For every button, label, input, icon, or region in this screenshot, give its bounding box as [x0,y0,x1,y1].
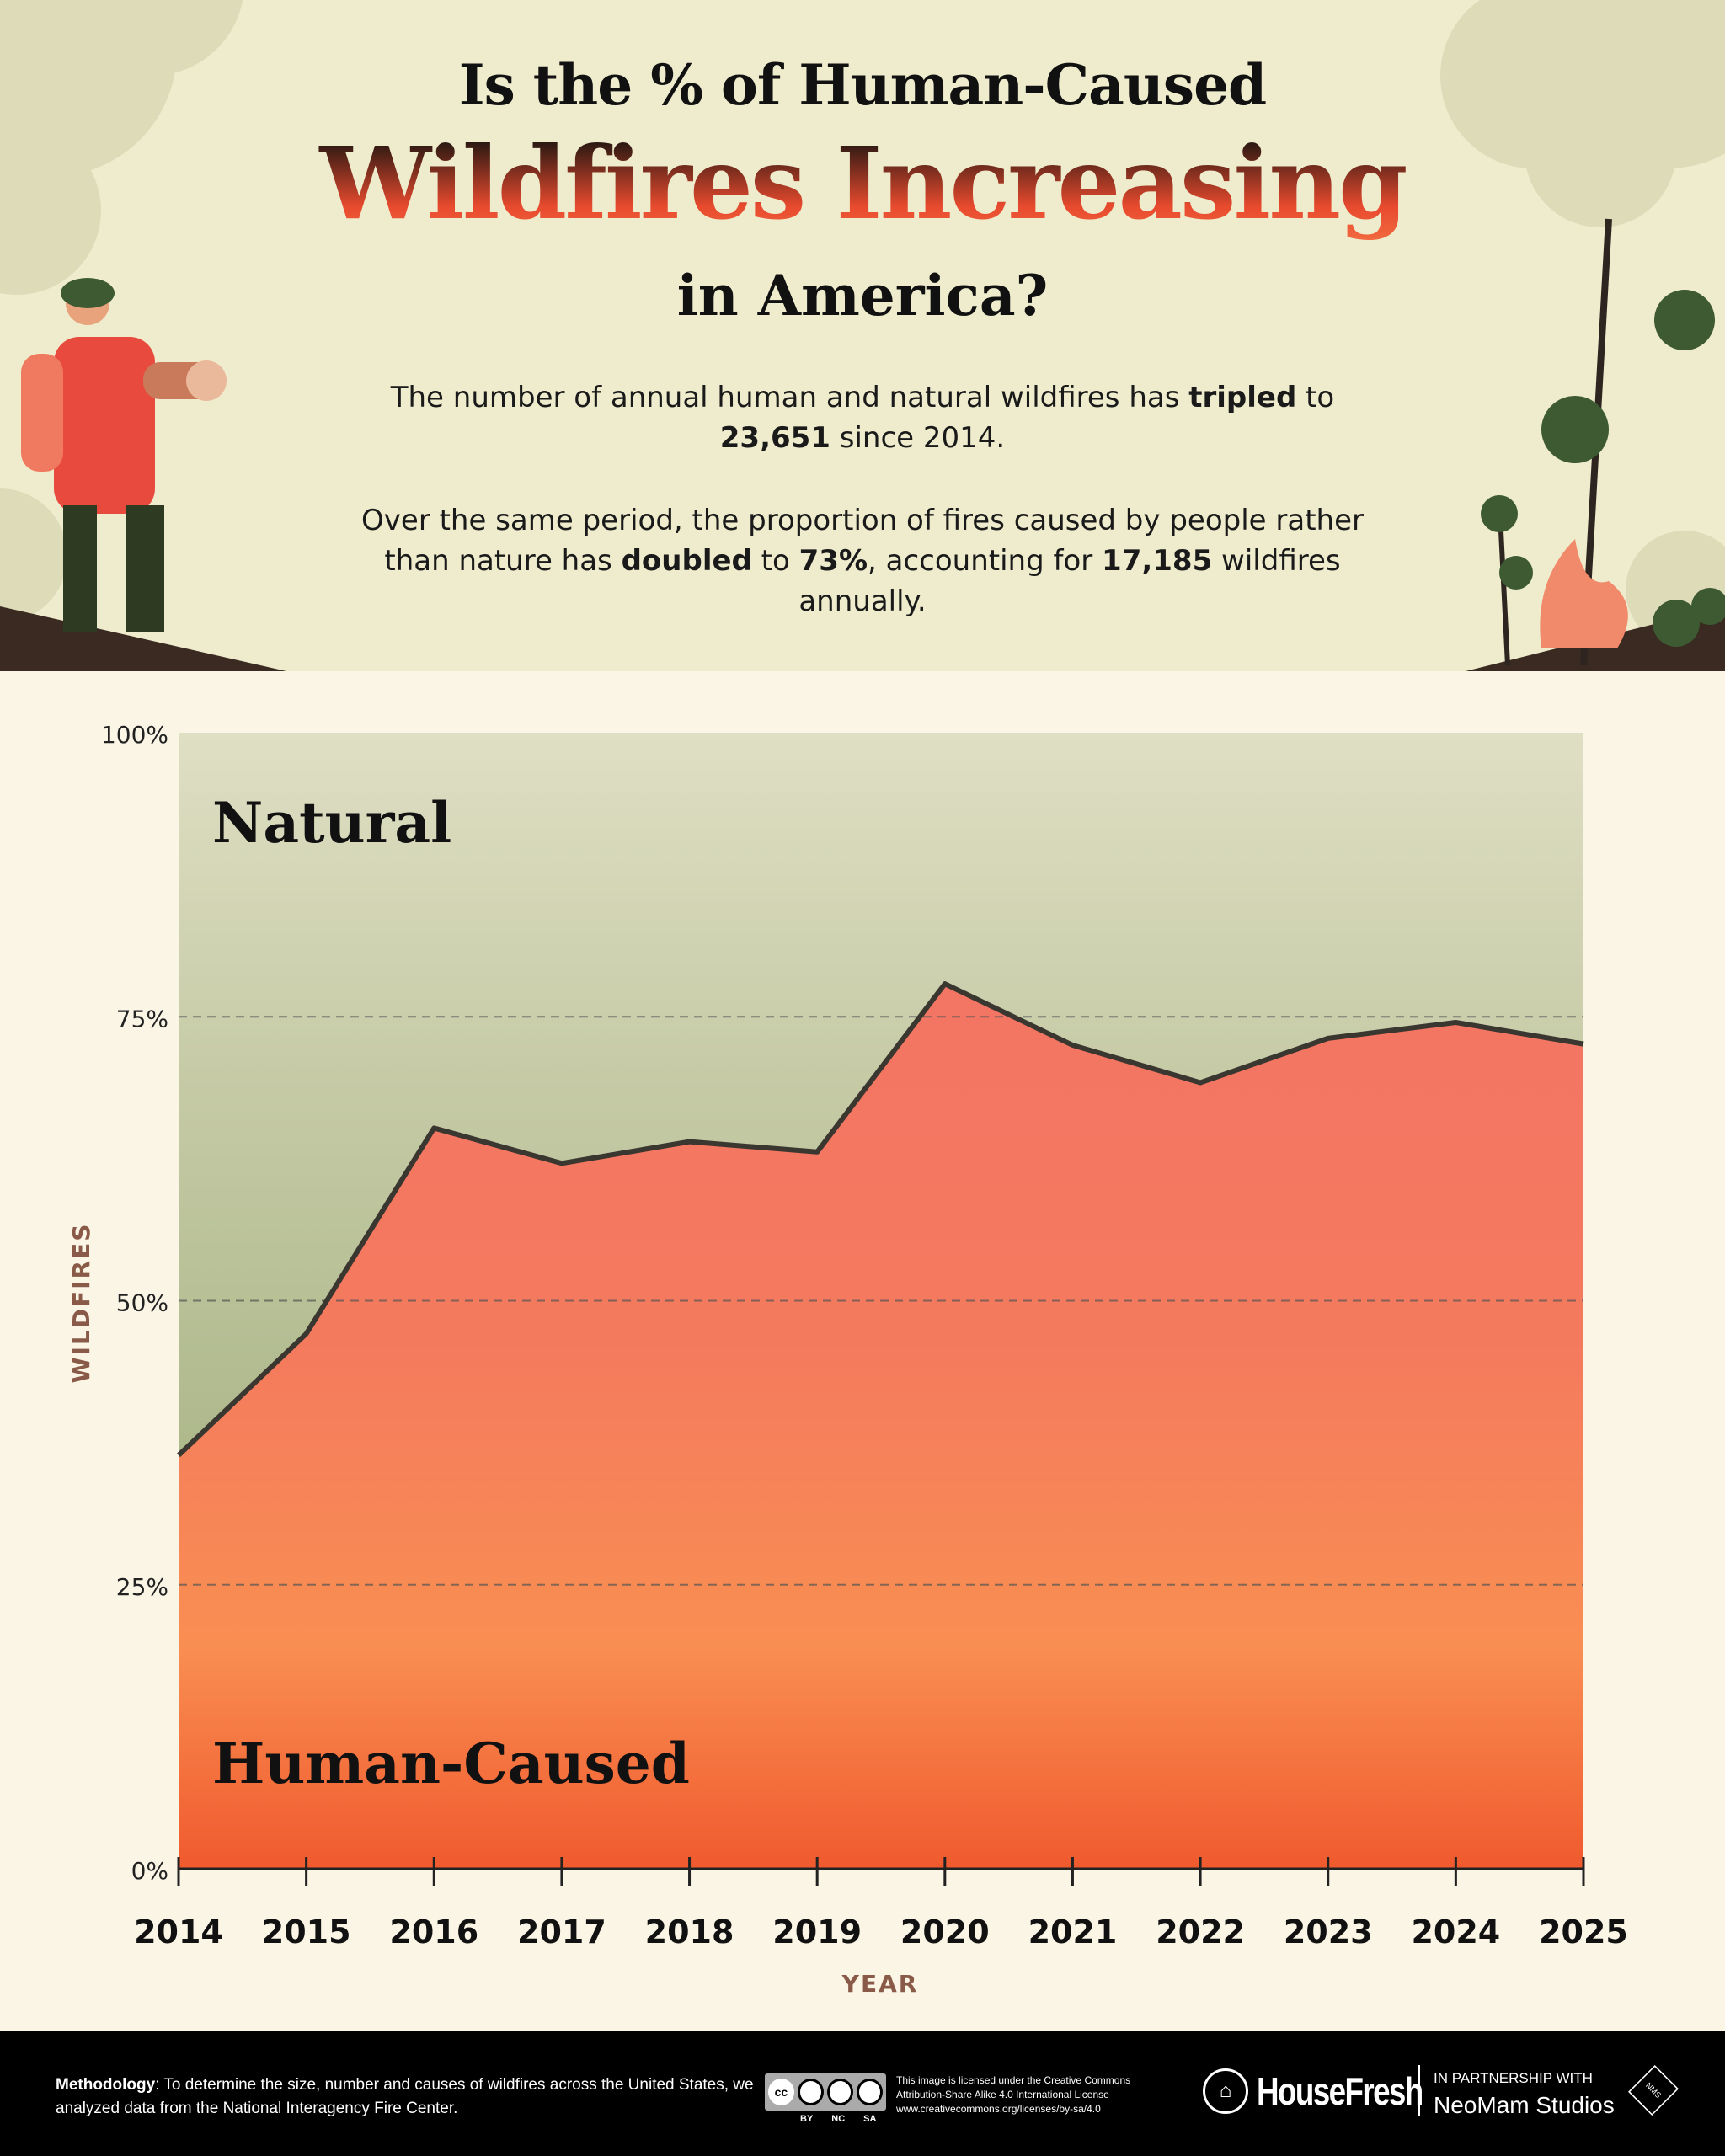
cloud-icon [0,0,1725,648]
y-tick-label: 0% [131,1857,168,1885]
x-tick-label: 2025 [1539,1913,1628,1951]
text-run: , accounting for [868,544,1103,578]
x-tick-label: 2015 [262,1913,351,1951]
text-run: The number of annual human and natural w… [390,381,1189,414]
x-axis-title: YEAR [841,1970,919,1998]
text-run: to [751,544,799,578]
housefresh-logo-icon: ⌂ [1203,2068,1248,2114]
boundary-line [176,981,1584,1458]
y-axis-title: WILDFIRES [67,1223,95,1384]
y-tick-label: 75% [116,1005,168,1033]
badge-by: BY [800,2114,814,2124]
highlight-text: 73% [798,544,868,578]
divider [1418,2065,1420,2116]
license-line: This image is licensed under the Creativ… [896,2074,1131,2086]
x-tick-label: 2023 [1284,1913,1373,1951]
title-line-3: in America? [676,263,1049,328]
y-tick-label: 25% [116,1573,168,1601]
header-illustration [0,0,1725,671]
text-run: to [1296,381,1335,414]
x-tick-label: 2018 [645,1913,734,1951]
text-run: Over the same period, the proportion of … [361,504,1364,578]
highlight-text: 23,651 [719,421,830,455]
cc-license-badge[interactable]: cc [765,2073,886,2111]
methodology-note: Methodology: To determine the size, numb… [56,2073,755,2121]
human-caused-area [179,984,1583,1869]
text-run: since 2014. [830,421,1006,455]
x-tick-label: 2017 [517,1913,606,1951]
x-tick-label: 2024 [1411,1913,1500,1951]
x-tick-label: 2022 [1156,1913,1245,1951]
intro-paragraph-2: Over the same period, the proportion of … [337,500,1388,622]
nc-icon [826,2079,853,2105]
by-icon [797,2079,824,2105]
human-caused-label: Human-Caused [212,1731,690,1796]
x-tick-label: 2014 [134,1913,223,1951]
license-line: Attribution-Share Alike 4.0 Internationa… [896,2089,1109,2100]
license-text: This image is licensed under the Creativ… [896,2073,1130,2116]
area-chart: 0% 25% 50% 75% 100% 2014 2015 2016 2017 2018 2019 2… [67,721,1628,1998]
text-run: wildfires annually. [798,544,1341,618]
y-tick-label: 50% [116,1289,168,1317]
hiker-illustration [0,278,286,671]
license-link[interactable]: www.creativecommons.org/licenses/by-sa/4… [896,2103,1101,2115]
cc-icon: cc [768,2079,794,2105]
chart: 0% 25% 50% 75% 100% 2014 2015 2016 2017 2018 2019 2… [0,671,1725,2031]
x-tick-label: 2021 [1028,1913,1118,1951]
footer: Methodology: To determine the size, numb… [0,2031,1725,2156]
title-line-1: Is the % of Human-Caused [458,52,1267,118]
neomam-logo-icon: NMS [1628,2065,1679,2116]
highlight-text: doubled [621,544,752,578]
methodology-label: Methodology [56,2076,156,2094]
x-tick-label: 2016 [389,1913,478,1951]
badge-nc: NC [831,2114,846,2124]
partner-label: IN PARTNERSHIP WITH [1434,2070,1593,2086]
methodology-text: : To determine the size, number and caus… [56,2076,754,2117]
natural-label: Natural [212,790,451,856]
highlight-text: 17,185 [1102,544,1213,578]
sa-icon [856,2079,883,2105]
title-line-2: Wildfires Increasing [0,125,1725,242]
license-badge-labels: BY NC SA [800,2114,876,2124]
y-tick-label: 100% [101,721,168,749]
highlight-text: tripled [1188,381,1297,414]
partner-name[interactable]: NeoMam Studios [1434,2092,1615,2118]
burning-tree-illustration [1466,218,1725,671]
housefresh-brand[interactable]: HouseFresh [1257,2069,1423,2113]
badge-sa: SA [863,2114,877,2124]
header: Is the % of Human-Caused Wildfires Incre… [0,0,1725,671]
intro-paragraph-1: The number of annual human and natural w… [337,377,1388,458]
x-tick-label: 2019 [772,1913,862,1951]
x-tick-label: 2020 [900,1913,990,1951]
